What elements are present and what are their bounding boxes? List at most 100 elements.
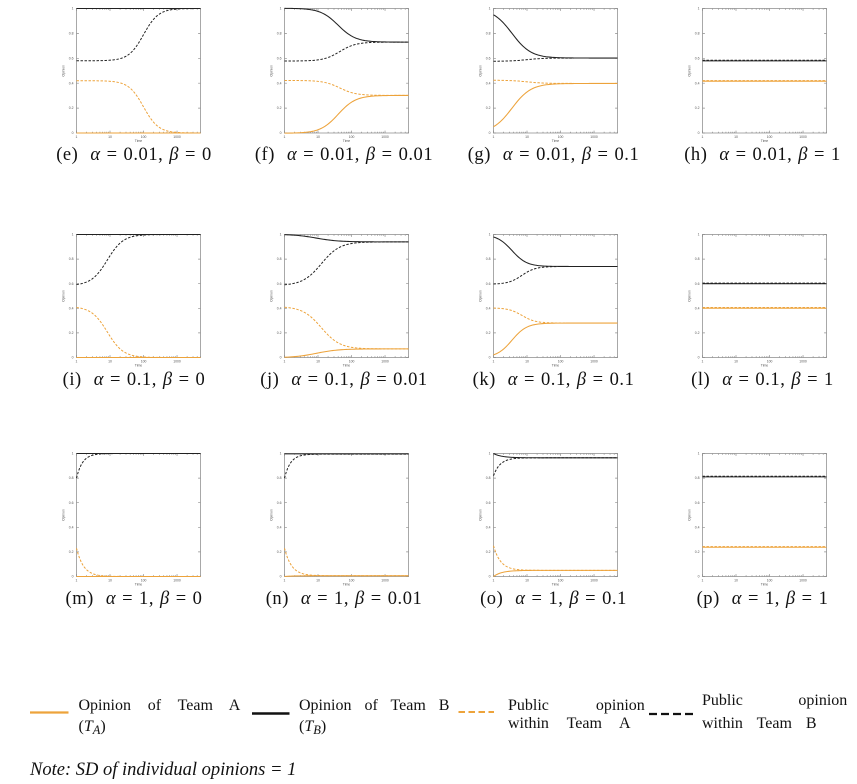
svg-text:10: 10 xyxy=(108,135,112,139)
svg-text:1: 1 xyxy=(698,233,700,237)
svg-text:Opinion: Opinion xyxy=(479,290,483,302)
svg-text:Opinion: Opinion xyxy=(270,65,274,77)
svg-text:1000: 1000 xyxy=(173,359,181,363)
svg-text:10: 10 xyxy=(525,135,529,139)
svg-text:Time: Time xyxy=(761,139,769,143)
svg-text:1: 1 xyxy=(493,578,495,582)
svg-text:Opinion: Opinion xyxy=(688,509,692,521)
svg-text:10: 10 xyxy=(734,135,738,139)
svg-text:100: 100 xyxy=(141,135,147,139)
svg-text:0.6: 0.6 xyxy=(695,501,700,505)
svg-text:1000: 1000 xyxy=(381,135,389,139)
svg-text:Time: Time xyxy=(343,139,351,143)
svg-text:1000: 1000 xyxy=(381,578,389,582)
svg-text:0: 0 xyxy=(72,131,74,135)
svg-text:0.4: 0.4 xyxy=(69,306,74,310)
svg-text:0.8: 0.8 xyxy=(69,32,74,36)
svg-text:0: 0 xyxy=(698,575,700,579)
svg-text:Time: Time xyxy=(343,363,351,367)
svg-text:0: 0 xyxy=(698,356,700,360)
svg-text:0.6: 0.6 xyxy=(277,56,282,60)
svg-text:0.8: 0.8 xyxy=(277,32,282,36)
svg-text:0.6: 0.6 xyxy=(277,282,282,286)
svg-text:0.8: 0.8 xyxy=(695,32,700,36)
svg-text:0.4: 0.4 xyxy=(486,525,491,529)
svg-text:0: 0 xyxy=(280,131,282,135)
svg-text:10: 10 xyxy=(525,578,529,582)
svg-text:100: 100 xyxy=(349,578,355,582)
svg-text:100: 100 xyxy=(558,135,564,139)
svg-text:1: 1 xyxy=(698,7,700,11)
svg-text:1: 1 xyxy=(489,233,491,237)
svg-text:10: 10 xyxy=(734,359,738,363)
svg-text:0.2: 0.2 xyxy=(486,550,491,554)
svg-text:100: 100 xyxy=(141,578,147,582)
svg-text:Opinion: Opinion xyxy=(479,509,483,521)
svg-text:Opinion: Opinion xyxy=(688,290,692,302)
svg-text:100: 100 xyxy=(558,578,564,582)
svg-text:0.8: 0.8 xyxy=(69,476,74,480)
svg-text:1: 1 xyxy=(702,578,704,582)
svg-text:0.4: 0.4 xyxy=(277,306,282,310)
svg-text:1: 1 xyxy=(280,7,282,11)
svg-text:100: 100 xyxy=(767,359,773,363)
svg-text:0.4: 0.4 xyxy=(695,81,700,85)
svg-text:Opinion: Opinion xyxy=(270,290,274,302)
svg-text:0.4: 0.4 xyxy=(695,306,700,310)
svg-text:0: 0 xyxy=(72,356,74,360)
svg-text:1: 1 xyxy=(489,452,491,456)
svg-text:0.2: 0.2 xyxy=(69,331,74,335)
svg-text:0.8: 0.8 xyxy=(486,476,491,480)
svg-text:10: 10 xyxy=(525,359,529,363)
svg-text:Time: Time xyxy=(135,582,143,586)
svg-text:0.2: 0.2 xyxy=(695,331,700,335)
svg-text:1000: 1000 xyxy=(590,578,598,582)
svg-text:1: 1 xyxy=(76,359,78,363)
svg-text:10: 10 xyxy=(316,578,320,582)
svg-text:0.6: 0.6 xyxy=(695,56,700,60)
svg-text:0.4: 0.4 xyxy=(277,81,282,85)
svg-text:0: 0 xyxy=(72,575,74,579)
svg-text:10: 10 xyxy=(108,578,112,582)
svg-text:1000: 1000 xyxy=(173,135,181,139)
svg-text:0: 0 xyxy=(280,575,282,579)
svg-text:0.4: 0.4 xyxy=(69,81,74,85)
svg-text:1000: 1000 xyxy=(799,578,807,582)
svg-text:Time: Time xyxy=(761,363,769,367)
svg-text:100: 100 xyxy=(141,359,147,363)
svg-text:0.2: 0.2 xyxy=(695,550,700,554)
svg-text:1000: 1000 xyxy=(799,135,807,139)
svg-text:1: 1 xyxy=(698,452,700,456)
svg-text:0.4: 0.4 xyxy=(486,306,491,310)
svg-text:1: 1 xyxy=(72,452,74,456)
svg-text:0.2: 0.2 xyxy=(69,550,74,554)
svg-text:0.8: 0.8 xyxy=(695,257,700,261)
svg-text:Opinion: Opinion xyxy=(62,65,66,77)
svg-text:Time: Time xyxy=(343,582,351,586)
svg-text:0: 0 xyxy=(489,575,491,579)
svg-text:100: 100 xyxy=(767,578,773,582)
svg-text:0.8: 0.8 xyxy=(277,476,282,480)
svg-text:0.4: 0.4 xyxy=(486,81,491,85)
svg-text:100: 100 xyxy=(558,359,564,363)
svg-text:1: 1 xyxy=(280,233,282,237)
svg-text:0.2: 0.2 xyxy=(486,106,491,110)
svg-text:100: 100 xyxy=(349,359,355,363)
svg-text:0: 0 xyxy=(698,131,700,135)
svg-text:Time: Time xyxy=(552,582,560,586)
svg-text:1000: 1000 xyxy=(173,578,181,582)
svg-text:0.8: 0.8 xyxy=(486,257,491,261)
svg-text:1000: 1000 xyxy=(590,359,598,363)
svg-text:0.2: 0.2 xyxy=(69,106,74,110)
svg-text:1: 1 xyxy=(702,135,704,139)
svg-text:0.2: 0.2 xyxy=(486,331,491,335)
svg-text:0.4: 0.4 xyxy=(695,525,700,529)
svg-text:0.2: 0.2 xyxy=(277,550,282,554)
svg-text:0.6: 0.6 xyxy=(486,56,491,60)
svg-text:0: 0 xyxy=(280,356,282,360)
svg-text:Time: Time xyxy=(552,139,560,143)
svg-text:0.6: 0.6 xyxy=(486,501,491,505)
svg-text:100: 100 xyxy=(767,135,773,139)
svg-text:10: 10 xyxy=(316,135,320,139)
svg-text:1: 1 xyxy=(76,135,78,139)
